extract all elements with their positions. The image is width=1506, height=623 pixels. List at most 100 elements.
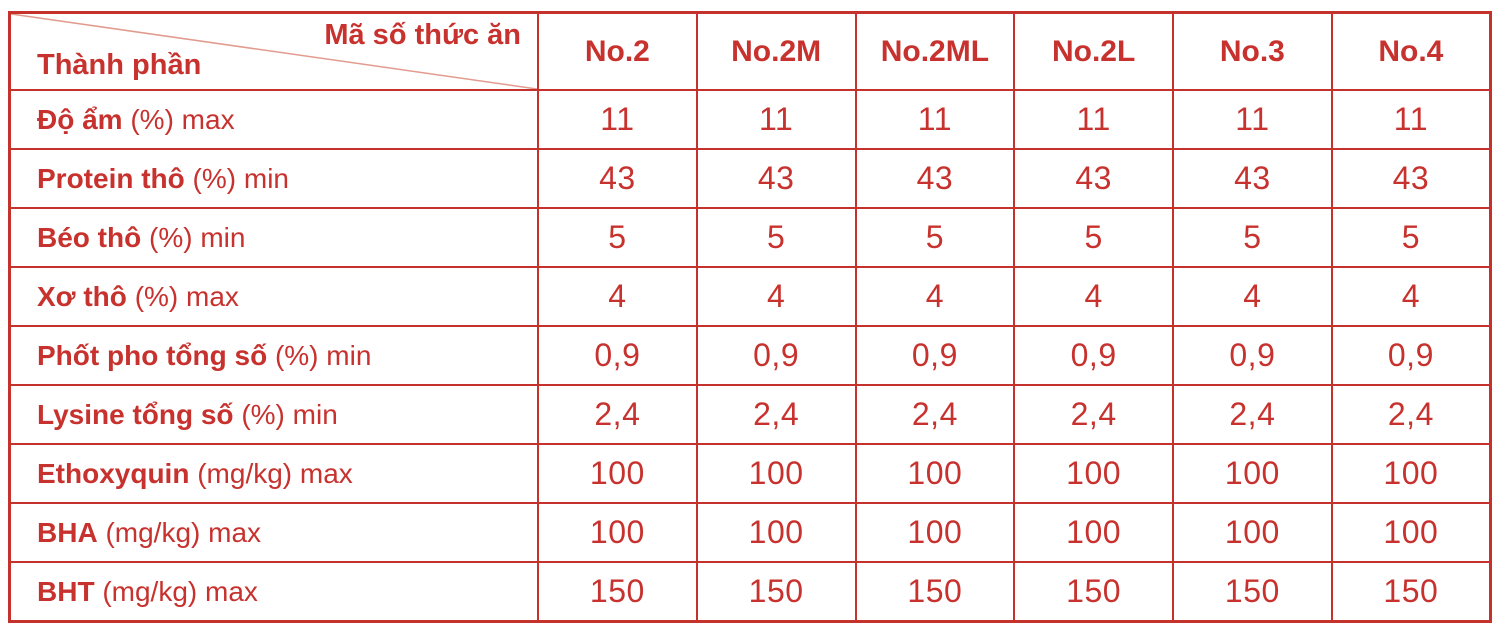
table-body: Độ ẩm (%) max 11 11 11 11 11 11 Protein thô (%)… — [8, 89, 1492, 623]
value-cell: 100 — [695, 443, 857, 504]
column-header: No.2 — [537, 11, 698, 91]
value-cell: 0,9 — [1330, 325, 1492, 386]
value-cell: 11 — [854, 89, 1016, 150]
value-cell: 11 — [1013, 89, 1174, 150]
table-row: BHA (mg/kg) max 100 100 100 100 100 100 — [8, 502, 1492, 563]
row-label-name: Protein thô — [37, 162, 185, 194]
value-cell: 0,9 — [537, 325, 698, 386]
value-cell: 100 — [854, 443, 1016, 504]
table-row: Béo thô (%) min 5 5 5 5 5 5 — [8, 207, 1492, 268]
value-cell: 43 — [854, 148, 1016, 209]
value-cell: 2,4 — [1330, 384, 1492, 445]
value-cell: 43 — [695, 148, 857, 209]
row-label: Độ ẩm (%) max — [8, 89, 539, 150]
value-cell: 43 — [1330, 148, 1492, 209]
value-cell: 100 — [1330, 443, 1492, 504]
value-cell: 100 — [854, 502, 1016, 563]
value-cell: 100 — [1330, 502, 1492, 563]
row-label-spec: (%) min — [274, 339, 372, 371]
value-cell: 0,9 — [854, 325, 1016, 386]
value-cell: 4 — [1330, 266, 1492, 327]
value-cell: 2,4 — [854, 384, 1016, 445]
table-row: Độ ẩm (%) max 11 11 11 11 11 11 — [8, 89, 1492, 150]
row-label-name: Lysine tổng số — [37, 398, 234, 430]
value-cell: 0,9 — [695, 325, 857, 386]
row-label-spec: (%) max — [130, 103, 235, 135]
value-cell: 11 — [1172, 89, 1333, 150]
row-label: Protein thô (%) min — [8, 148, 539, 209]
row-label-spec: (%) max — [134, 280, 239, 312]
value-cell: 4 — [537, 266, 698, 327]
corner-label-feed-code: Mã số thức ăn — [324, 19, 521, 51]
row-label-name: BHT — [37, 575, 95, 607]
row-label-spec: (mg/kg) max — [197, 457, 353, 489]
value-cell: 2,4 — [537, 384, 698, 445]
value-cell: 0,9 — [1172, 325, 1333, 386]
table-row: Phốt pho tổng số (%) min 0,9 0,9 0,9 0,9 0,9 0… — [8, 325, 1492, 386]
row-label-spec: (mg/kg) max — [105, 516, 262, 548]
row-label-name: Béo thô — [37, 221, 142, 253]
row-label-name: Xơ thô — [37, 280, 127, 312]
value-cell: 100 — [1172, 443, 1333, 504]
column-header: No.4 — [1330, 11, 1492, 91]
value-cell: 100 — [1172, 502, 1333, 563]
value-cell: 43 — [537, 148, 698, 209]
value-cell: 4 — [1172, 266, 1333, 327]
row-label-spec: (%) min — [241, 398, 338, 430]
value-cell: 5 — [1013, 207, 1174, 268]
row-label: Xơ thô (%) max — [8, 266, 539, 327]
table-row: BHT (mg/kg) max 150 150 150 150 150 150 — [8, 561, 1492, 623]
value-cell: 4 — [854, 266, 1016, 327]
value-cell: 5 — [537, 207, 698, 268]
table-row: Protein thô (%) min 43 43 43 43 43 43 — [8, 148, 1492, 209]
column-header: No.2M — [695, 11, 857, 91]
row-label: Lysine tổng số (%) min — [8, 384, 539, 445]
value-cell: 150 — [537, 561, 698, 623]
value-cell: 100 — [537, 502, 698, 563]
value-cell: 43 — [1172, 148, 1333, 209]
value-cell: 5 — [854, 207, 1016, 268]
row-label: BHA (mg/kg) max — [8, 502, 539, 563]
table-row: Lysine tổng số (%) min 2,4 2,4 2,4 2,4 2,4 2,4 — [8, 384, 1492, 445]
value-cell: 4 — [695, 266, 857, 327]
value-cell: 150 — [854, 561, 1016, 623]
value-cell: 5 — [1172, 207, 1333, 268]
row-label: BHT (mg/kg) max — [8, 561, 539, 623]
value-cell: 100 — [537, 443, 698, 504]
value-cell: 100 — [1013, 443, 1174, 504]
value-cell: 4 — [1013, 266, 1174, 327]
value-cell: 150 — [1172, 561, 1333, 623]
row-label-spec: (%) min — [192, 162, 289, 194]
row-label: Ethoxyquin (mg/kg) max — [8, 443, 539, 504]
column-header: No.2ML — [854, 11, 1016, 91]
value-cell: 100 — [695, 502, 857, 563]
row-label-name: Ethoxyquin — [37, 457, 190, 489]
value-cell: 2,4 — [1172, 384, 1333, 445]
column-header: No.3 — [1172, 11, 1333, 91]
value-cell: 0,9 — [1013, 325, 1174, 386]
value-cell: 11 — [695, 89, 857, 150]
header-row: Mã số thức ăn Thành phần No.2 No.2M No.2ML… — [8, 11, 1492, 91]
value-cell: 11 — [537, 89, 698, 150]
value-cell: 100 — [1013, 502, 1174, 563]
header-corner-cell: Mã số thức ăn Thành phần — [8, 11, 539, 91]
value-cell: 2,4 — [695, 384, 857, 445]
value-cell: 150 — [695, 561, 857, 623]
value-cell: 5 — [1330, 207, 1492, 268]
table-row: Xơ thô (%) max 4 4 4 4 4 4 — [8, 266, 1492, 327]
row-label: Béo thô (%) min — [8, 207, 539, 268]
value-cell: 5 — [695, 207, 857, 268]
column-header: No.2L — [1013, 11, 1174, 91]
row-label-spec: (%) min — [149, 221, 246, 253]
corner-label-composition: Thành phần — [37, 49, 202, 81]
row-label-name: BHA — [37, 516, 98, 548]
feed-spec-table: Mã số thức ăn Thành phần No.2 No.2M No.2ML… — [8, 11, 1492, 623]
row-label-spec: (mg/kg) max — [102, 575, 258, 607]
value-cell: 11 — [1330, 89, 1492, 150]
table-head: Mã số thức ăn Thành phần No.2 No.2M No.2ML… — [8, 11, 1492, 91]
row-label-name: Độ ẩm — [37, 103, 123, 135]
corner-diagonal-line — [11, 14, 537, 89]
value-cell: 150 — [1013, 561, 1174, 623]
row-label: Phốt pho tổng số (%) min — [8, 325, 539, 386]
value-cell: 2,4 — [1013, 384, 1174, 445]
